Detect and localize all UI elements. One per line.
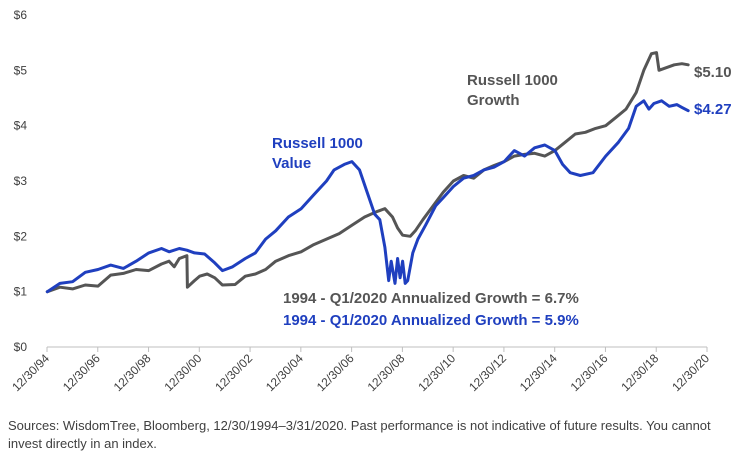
y-tick-label: $0 bbox=[14, 340, 28, 354]
growth-end-value-label: $5.10 bbox=[694, 64, 732, 81]
value-series-label-line2: Value bbox=[272, 155, 311, 172]
y-tick-label: $6 bbox=[14, 8, 28, 22]
series-layer bbox=[45, 51, 690, 294]
y-axis: $0 $1 $2 $3 $4 $5 $6 bbox=[14, 8, 28, 354]
growth-annualized-annotation: 1994 - Q1/2020 Annualized Growth = 6.7% bbox=[283, 290, 579, 307]
value-series-line bbox=[45, 99, 690, 294]
x-tick-label: 12/30/04 bbox=[263, 351, 306, 394]
x-tick-label: 12/30/06 bbox=[314, 351, 357, 394]
y-tick-label: $5 bbox=[14, 63, 28, 77]
y-tick-label: $3 bbox=[14, 174, 28, 188]
x-tick-label: 12/30/20 bbox=[669, 351, 712, 394]
y-tick-label: $1 bbox=[14, 285, 28, 299]
x-tick-label: 12/30/16 bbox=[568, 351, 611, 394]
value-series-label-line1: Russell 1000 bbox=[272, 135, 363, 152]
value-annualized-annotation: 1994 - Q1/2020 Annualized Growth = 5.9% bbox=[283, 312, 579, 329]
x-tick-label: 12/30/00 bbox=[161, 351, 204, 394]
x-axis: 12/30/94 12/30/96 12/30/98 12/30/00 12/30/02… bbox=[9, 347, 712, 394]
x-tick-label: 12/30/94 bbox=[9, 351, 52, 394]
x-tick-label: 12/30/08 bbox=[365, 351, 408, 394]
y-tick-label: $4 bbox=[14, 119, 28, 133]
value-end-value-label: $4.27 bbox=[694, 101, 732, 118]
source-footnote: Sources: WisdomTree, Bloomberg, 12/30/19… bbox=[8, 418, 711, 451]
growth-series-label-line2: Growth bbox=[467, 92, 520, 109]
x-tick-label: 12/30/98 bbox=[111, 351, 154, 394]
x-tick-label: 12/30/18 bbox=[618, 351, 661, 394]
growth-series-line bbox=[45, 51, 690, 294]
x-tick-label: 12/30/14 bbox=[517, 351, 560, 394]
growth-series-label-line1: Russell 1000 bbox=[467, 72, 558, 89]
x-tick-label: 12/30/10 bbox=[415, 351, 458, 394]
x-tick-label: 12/30/12 bbox=[466, 351, 509, 394]
y-tick-label: $2 bbox=[14, 229, 28, 243]
x-tick-label: 12/30/02 bbox=[212, 351, 255, 394]
x-tick-label: 12/30/96 bbox=[60, 351, 103, 394]
